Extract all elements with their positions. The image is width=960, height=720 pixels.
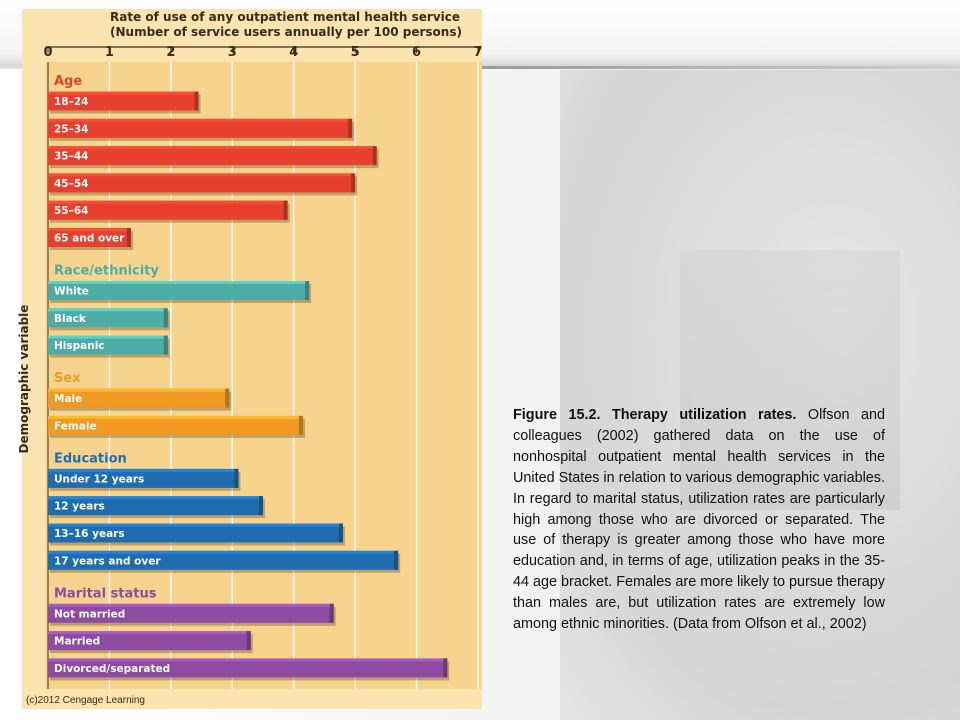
bar-label: Female: [54, 420, 97, 432]
x-tick-label: 5: [351, 45, 360, 60]
bar-highlight: [48, 603, 334, 607]
bar-highlight: [48, 91, 199, 95]
bar-highlight: [48, 118, 353, 122]
bar-end-cap: [443, 658, 448, 678]
bar-label: 18–24: [54, 96, 88, 108]
bar-highlight: [48, 308, 168, 312]
bar: [48, 228, 131, 247]
bar: [48, 308, 168, 328]
bar: [48, 468, 239, 488]
x-tick-label: 0: [43, 45, 52, 60]
bar: [48, 91, 199, 111]
bar: [48, 658, 448, 678]
bar: [48, 550, 399, 570]
chart-title: Rate of use of any outpatient mental hea…: [110, 10, 461, 24]
chart-title-block: Rate of use of any outpatient mental hea…: [110, 10, 482, 40]
x-tick-label: 6: [412, 45, 421, 60]
bar: [48, 631, 251, 651]
bar-highlight: [48, 200, 288, 204]
bar-label: Black: [54, 313, 87, 325]
bar-end-cap: [351, 173, 356, 193]
bar: [48, 173, 356, 193]
x-tick-label: 7: [473, 45, 482, 60]
bar: [48, 523, 343, 543]
caption-heading: Figure 15.2. Therapy utilization rates.: [513, 407, 797, 423]
group-heading: Marital status: [54, 586, 157, 601]
bar-highlight: [48, 173, 356, 177]
bar-end-cap: [246, 631, 251, 651]
bar-highlight: [48, 281, 310, 284]
bar: [48, 496, 263, 516]
bar-label: White: [54, 286, 89, 298]
bar-end-cap: [348, 118, 353, 138]
bar-highlight: [48, 550, 399, 554]
bar-highlight: [48, 658, 448, 662]
bar-end-cap: [163, 308, 168, 328]
bar-label: Married: [54, 636, 100, 648]
bar-label: 13–16 years: [54, 528, 125, 540]
x-tick-label: 2: [166, 45, 175, 60]
caption-body: Olfson and colleagues (2002) gathered da…: [513, 407, 885, 633]
group-heading: Age: [54, 74, 82, 89]
bar-end-cap: [259, 496, 263, 516]
bar-label: Divorced/separated: [54, 663, 170, 675]
bar-highlight: [48, 468, 239, 472]
bar-label: 45–54: [54, 178, 88, 190]
bar-chart-svg: 0 1 2 3 4 5 6 7 Age 18–24 25–34 35–44 45–54 55–64 65 a…: [43, 45, 483, 689]
group-heading: Sex: [54, 371, 81, 386]
bar: [48, 200, 288, 220]
bar-highlight: [48, 228, 131, 231]
chart-subtitle: (Number of service users annually per 10…: [110, 25, 462, 39]
slide-background-shape: [680, 250, 900, 510]
bar-highlight: [48, 335, 168, 339]
bar-label: 25–34: [54, 123, 88, 135]
bar: [48, 415, 303, 435]
bar-label: Under 12 years: [54, 473, 144, 485]
bar: [48, 118, 353, 138]
x-tick-label: 3: [228, 45, 237, 60]
bar-label: 12 years: [54, 501, 105, 513]
bar-end-cap: [305, 281, 310, 300]
bar-end-cap: [329, 603, 334, 623]
bar-highlight: [48, 146, 377, 150]
bar-end-cap: [298, 415, 303, 435]
bar: [48, 603, 334, 623]
bar-highlight: [48, 631, 251, 635]
bar-label: Not married: [54, 608, 125, 620]
bar-highlight: [48, 388, 230, 392]
bar-highlight: [48, 415, 303, 419]
bar: [48, 146, 377, 166]
x-tick-label: 4: [289, 45, 298, 60]
bar-end-cap: [283, 200, 288, 220]
bar: [48, 388, 230, 408]
x-tick-label: 1: [105, 45, 114, 60]
bar-end-cap: [372, 146, 377, 166]
bar-highlight: [48, 523, 343, 527]
bar-end-cap: [338, 523, 343, 543]
bar: [48, 335, 168, 355]
bar-label: Hispanic: [54, 340, 105, 352]
copyright-credit: (c)2012 Cengage Learning: [26, 695, 145, 706]
chart-figure: Rate of use of any outpatient mental hea…: [17, 9, 483, 709]
bar-end-cap: [163, 335, 168, 355]
chart-header: [22, 9, 482, 51]
plot-area: [46, 62, 482, 689]
bar-label: 35–44: [54, 151, 88, 163]
bar-highlight: [48, 496, 263, 500]
group-heading: Education: [54, 451, 127, 466]
bar-end-cap: [126, 228, 131, 247]
bar-label: 65 and over: [54, 233, 125, 245]
figure-caption: Figure 15.2. Therapy utilization rates. …: [513, 405, 885, 635]
bar-end-cap: [394, 550, 399, 570]
bar-end-cap: [194, 91, 199, 111]
bar-end-cap: [234, 468, 239, 488]
group-heading: Race/ethnicity: [54, 264, 159, 279]
bar-label: 55–64: [54, 205, 88, 217]
bar: [48, 281, 310, 300]
bar-label: 17 years and over: [54, 555, 161, 567]
bar-end-cap: [225, 388, 230, 408]
bar-label: Male: [54, 393, 82, 405]
